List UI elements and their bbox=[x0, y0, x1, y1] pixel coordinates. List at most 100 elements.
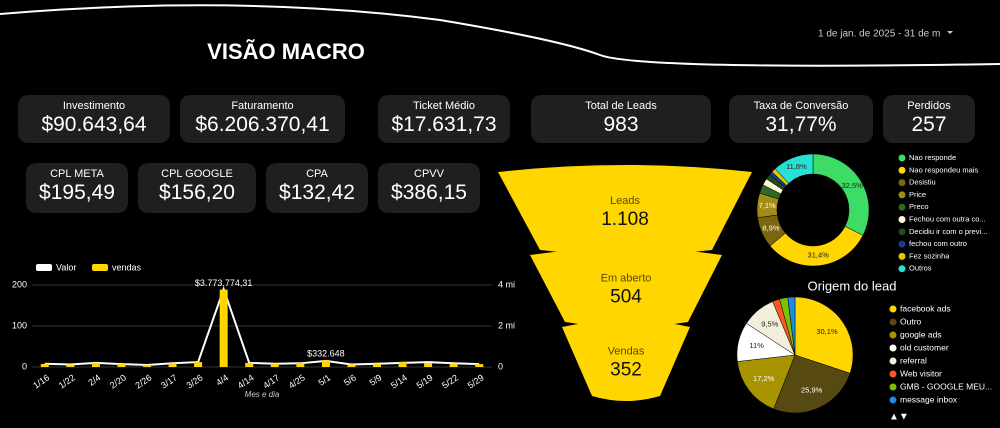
bar bbox=[373, 363, 381, 367]
legend-label: facebook ads bbox=[900, 303, 951, 313]
x-tick-label: 5/6 bbox=[342, 372, 358, 387]
x-tick-label: 5/22 bbox=[440, 372, 460, 390]
legend-label: Fez sozinha bbox=[909, 251, 950, 260]
x-tick-label: 2/26 bbox=[133, 372, 153, 390]
legend-swatch bbox=[898, 265, 906, 273]
x-tick-label: 1/22 bbox=[57, 372, 77, 390]
funnel-label: Em aberto bbox=[601, 272, 652, 284]
x-tick-label: 4/4 bbox=[214, 372, 230, 387]
legend-swatch bbox=[898, 216, 906, 223]
x-tick-label: 5/14 bbox=[389, 372, 409, 390]
slice-label: 9,5% bbox=[761, 320, 778, 329]
kpi-value: $90.643,64 bbox=[41, 113, 147, 136]
slice-label: 17,2% bbox=[753, 374, 775, 383]
bar bbox=[66, 364, 75, 367]
kpi-label: CPA bbox=[306, 168, 328, 180]
slice bbox=[774, 153, 814, 184]
kpi-card: CPA $132,42 bbox=[266, 163, 368, 213]
slice bbox=[737, 354, 796, 410]
slice bbox=[812, 153, 870, 236]
bar bbox=[296, 363, 305, 367]
kpi-value: 983 bbox=[603, 113, 639, 136]
legend-swatch bbox=[889, 331, 897, 339]
legend-label: Outros bbox=[909, 264, 932, 273]
kpi-card: CPVV $386,15 bbox=[378, 163, 480, 213]
bar bbox=[91, 362, 100, 367]
x-tick-label: 5/29 bbox=[466, 372, 486, 390]
x-tick-label: 5/19 bbox=[415, 372, 435, 390]
kpi-card: Faturamento $6.206.370,41 bbox=[180, 95, 345, 143]
legend-label: Nao respondeu mais bbox=[909, 165, 978, 174]
y-tick-label: 0 bbox=[22, 361, 27, 371]
x-tick-label: 2/4 bbox=[86, 372, 102, 387]
kpi-label: Total de Leads bbox=[585, 100, 657, 112]
legend-label: google ads bbox=[900, 329, 942, 339]
legend-label: Desistiu bbox=[909, 178, 936, 187]
bar bbox=[321, 360, 330, 367]
legend-label: referral bbox=[900, 355, 927, 365]
slice-label: 31,4% bbox=[808, 251, 830, 260]
legend-label: Web visitor bbox=[900, 368, 942, 378]
legend-label: Preco bbox=[909, 202, 929, 211]
kpi-value: $6.206.370,41 bbox=[195, 113, 330, 136]
bar bbox=[245, 362, 254, 367]
y2-tick-label: 4 mi bbox=[498, 279, 515, 289]
legend-pager[interactable]: ▲▼ bbox=[889, 412, 909, 423]
line bbox=[44, 286, 480, 366]
kpi-value: $132,42 bbox=[279, 181, 355, 204]
legend-label: Price bbox=[909, 190, 926, 199]
kpi-value: 257 bbox=[911, 113, 947, 136]
slice bbox=[773, 354, 851, 414]
slice-label: 11,8% bbox=[786, 162, 807, 171]
kpi-card: Perdidos 257 bbox=[883, 95, 975, 143]
slice bbox=[787, 296, 796, 356]
date-range[interactable]: 1 de jan. de 2025 - 31 de m bbox=[818, 29, 940, 40]
y-tick-label: 200 bbox=[12, 279, 27, 289]
slice-label: 7,1% bbox=[759, 201, 776, 210]
legend-label: old customer bbox=[900, 342, 949, 352]
x-tick-label: 4/17 bbox=[261, 372, 281, 390]
x-axis-title: Mes e dia bbox=[245, 390, 280, 399]
kpi-label: Investimento bbox=[62, 100, 126, 112]
header-curve bbox=[0, 4, 1000, 67]
legend-swatch bbox=[898, 154, 906, 162]
legend-swatch bbox=[898, 179, 906, 187]
funnel-label: Vendas bbox=[608, 345, 645, 357]
y2-tick-label: 0 bbox=[498, 361, 503, 371]
funnel-value: 1.108 bbox=[601, 209, 649, 230]
bar bbox=[40, 363, 49, 367]
legend-swatch bbox=[898, 166, 906, 174]
legend-label: vendas bbox=[112, 262, 142, 272]
slice-label: 30,1% bbox=[816, 327, 838, 336]
kpi-card: Total de Leads 983 bbox=[531, 95, 711, 143]
legend-label: Outro bbox=[900, 316, 922, 326]
x-tick-label: 2/20 bbox=[108, 372, 128, 390]
kpi-value: $17.631,73 bbox=[391, 113, 497, 136]
kpi-card: Taxa de Conversão 31,77% bbox=[729, 95, 873, 143]
legend-label: Decidiu ir com o previ... bbox=[909, 227, 987, 236]
bar bbox=[424, 363, 433, 367]
legend-swatch bbox=[898, 203, 906, 211]
legend-swatch bbox=[889, 357, 897, 365]
legend-swatch bbox=[889, 383, 897, 391]
legend-swatch bbox=[889, 318, 897, 326]
funnel-stage bbox=[498, 165, 752, 255]
slice-label: 8,9% bbox=[762, 224, 779, 233]
bar bbox=[449, 363, 458, 367]
dropdown-icon[interactable] bbox=[947, 31, 953, 34]
legend-label: Fechou com outra co... bbox=[909, 214, 986, 223]
bar bbox=[168, 363, 177, 367]
bar bbox=[219, 289, 228, 367]
bar bbox=[117, 364, 126, 367]
bar bbox=[398, 361, 407, 367]
kpi-value: $195,49 bbox=[39, 181, 115, 204]
kpi-card: CPL GOOGLE $156,20 bbox=[138, 163, 256, 213]
bar bbox=[143, 364, 151, 367]
legend-label: GMB - GOOGLE MEU... bbox=[900, 381, 992, 391]
legend-swatch bbox=[889, 396, 897, 404]
x-tick-label: 5/9 bbox=[368, 372, 384, 387]
x-tick-label: 5/1 bbox=[316, 372, 332, 387]
y-tick-label: 100 bbox=[12, 320, 27, 330]
